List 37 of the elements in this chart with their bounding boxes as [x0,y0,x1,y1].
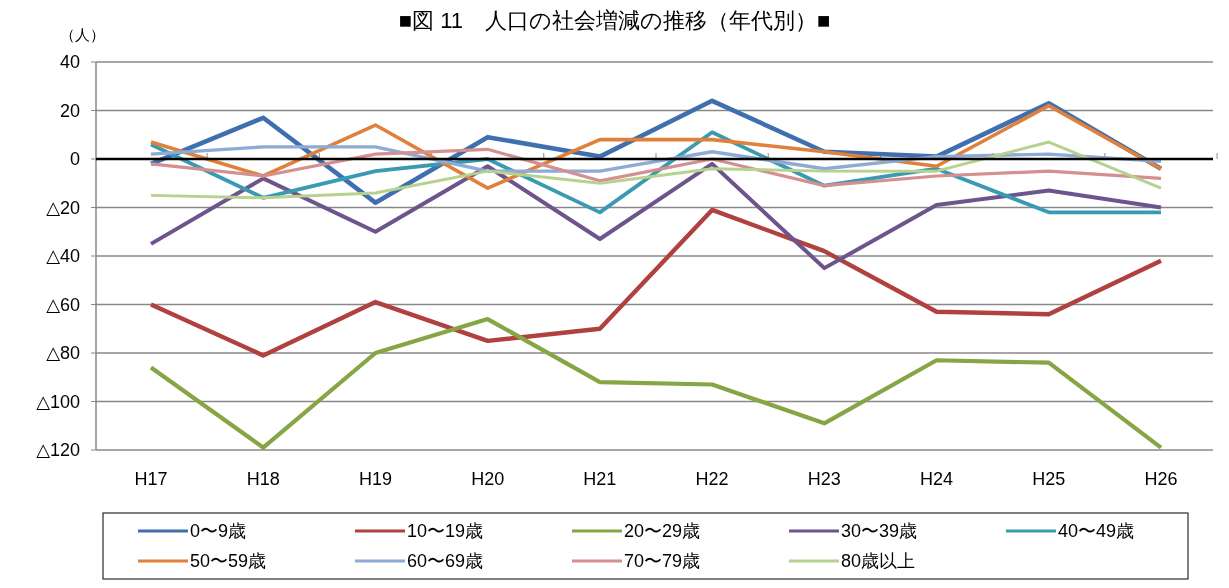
y-tick-label: △20 [46,197,80,218]
legend-label: 0〜9歳 [190,521,247,542]
x-tick-label: H22 [695,469,729,489]
legend-label: 30〜39歳 [841,521,918,542]
y-tick-label: △40 [46,246,80,267]
legend-label: 60〜69歳 [407,551,484,572]
line-series [149,103,1163,190]
x-tick-label: H24 [920,469,954,489]
x-tick-label: H19 [358,469,392,489]
y-tick-label: 40 [59,52,80,73]
line-series [149,145,1163,173]
x-tick-label: H26 [1144,469,1178,489]
x-tick-label: H17 [134,469,168,489]
y-tick-label: △60 [46,294,80,315]
legend-label: 80歳以上 [841,551,916,572]
y-tick-label: △80 [46,343,80,364]
legend-label: 10〜19歳 [407,521,484,542]
line-series [149,161,1163,271]
legend-label: 40〜49歳 [1058,521,1135,542]
line-series [149,140,1163,200]
chart-title: ■図 11 人口の社会増減の推移（年代別）■ [398,8,831,33]
legend-label: 20〜29歳 [624,521,701,542]
line-series [148,316,1164,450]
x-tick-label: H23 [807,469,841,489]
y-axis-title: （人） [59,26,105,43]
line-series [148,207,1164,358]
y-tick-label: 20 [59,100,80,121]
y-tick-label: △100 [36,391,80,412]
x-tick-label: H20 [471,469,505,489]
y-tick-label: △120 [36,440,80,461]
line-series [149,147,1163,188]
x-tick-label: H21 [583,469,617,489]
y-tick-label: 0 [69,149,80,170]
x-tick-label: H25 [1032,469,1066,489]
legend-label: 70〜79歳 [624,551,701,572]
legend-label: 50〜59歳 [190,551,267,572]
x-tick-label: H18 [246,469,280,489]
